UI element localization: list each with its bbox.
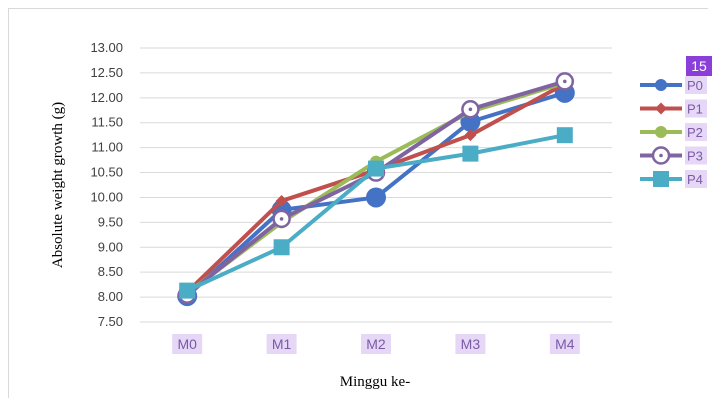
data-point	[179, 282, 196, 299]
legend-item-p4: P4	[640, 170, 707, 188]
x-tick-label: M0	[177, 336, 197, 352]
x-tick-label: M3	[461, 336, 481, 352]
gridlines	[140, 47, 612, 323]
data-point	[368, 160, 384, 177]
data-point	[464, 129, 477, 142]
legend-label-highlight	[685, 146, 707, 165]
y-axis-title: Absolute weight growth (g)	[50, 102, 66, 268]
legend-swatch-marker-dot	[659, 153, 663, 158]
legend-swatch-marker	[651, 146, 671, 165]
x-tick-label: M1	[272, 336, 292, 352]
legend-swatch-marker	[655, 126, 667, 138]
x-tick-label: M4	[555, 336, 575, 352]
legend-label-highlight	[685, 99, 707, 118]
data-point-dot	[279, 217, 284, 221]
legend-swatch-marker	[655, 79, 667, 91]
legend-swatch-marker	[655, 102, 667, 115]
legend-item-p3: P3	[640, 146, 707, 165]
chart-frame	[8, 8, 708, 398]
legend-label-highlight	[685, 76, 707, 94]
x-axis-title: Minggu ke-	[340, 374, 410, 390]
x-tick-highlight	[266, 334, 297, 354]
data-point	[273, 239, 290, 256]
x-tick-highlight	[455, 334, 486, 354]
y-tick-label: 8.50	[98, 264, 123, 279]
data-point	[556, 127, 573, 144]
x-tick-highlight	[361, 334, 391, 354]
y-axis-ticks: 13.00 12.50 12.00 11.50 11.00 10.50 10.00 9.50 9…	[90, 40, 123, 329]
series-p4	[179, 127, 573, 299]
legend-label: P1	[687, 102, 703, 117]
y-tick-label: 9.00	[98, 239, 123, 254]
y-tick-label: 10.00	[90, 189, 123, 204]
x-tick-label: M2	[366, 336, 386, 352]
legend-swatch-marker	[653, 171, 669, 187]
data-point	[272, 209, 291, 229]
x-tick-highlight	[549, 334, 580, 354]
y-tick-label: 12.00	[90, 90, 123, 105]
data-point-dot	[468, 107, 473, 112]
x-tick-highlight	[172, 334, 203, 354]
notification-badge: 15	[686, 56, 712, 76]
y-tick-label: 12.50	[90, 65, 123, 80]
y-tick-label: 7.50	[98, 314, 123, 329]
legend: P0 P1 P2 P3 P4	[640, 76, 707, 188]
legend-label-highlight	[685, 123, 707, 141]
y-tick-label: 10.50	[90, 165, 123, 180]
y-tick-label: 11.50	[91, 115, 123, 130]
y-tick-label: 8.00	[98, 289, 123, 304]
legend-label: P2	[687, 125, 703, 140]
legend-label: P4	[687, 172, 703, 187]
data-point	[462, 145, 479, 162]
x-axis-ticks: M0 M1 M2 M3 M4	[172, 334, 580, 354]
data-point	[366, 187, 386, 208]
legend-item-p0: P0	[640, 76, 707, 94]
y-tick-label: 11.00	[91, 140, 123, 155]
y-tick-label: 9.50	[98, 214, 123, 229]
data-point-dot	[563, 79, 567, 84]
data-point	[275, 194, 288, 207]
data-point	[461, 100, 480, 119]
legend-item-p1: P1	[640, 99, 707, 118]
legend-label: P0	[687, 78, 703, 93]
y-tick-label: 13.00	[90, 40, 123, 55]
series-group	[177, 72, 575, 307]
legend-label-highlight	[685, 170, 707, 188]
legend-label: P3	[687, 149, 703, 164]
legend-item-p2: P2	[640, 123, 707, 141]
data-point	[555, 72, 575, 91]
